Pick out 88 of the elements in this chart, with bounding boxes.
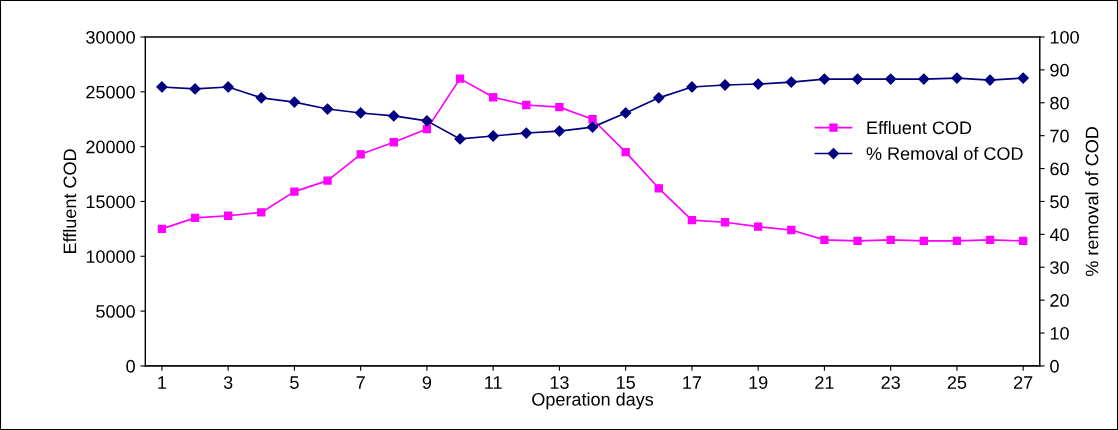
point — [487, 130, 499, 142]
point — [389, 138, 398, 147]
y2-tick-label: 50 — [1050, 195, 1069, 209]
point — [754, 222, 763, 231]
point — [356, 150, 365, 159]
y2-tick-label: 20 — [1050, 294, 1069, 307]
y2-tick-label: 70 — [1050, 129, 1069, 143]
point — [488, 93, 498, 102]
y2-axis-title: % removal of COD — [1085, 127, 1099, 277]
x-tick-label: 19 — [749, 376, 768, 389]
point — [321, 103, 334, 115]
point — [222, 81, 234, 93]
x-tick-label: 13 — [550, 376, 569, 389]
point — [455, 74, 465, 83]
y-tick-label: 30000 — [86, 30, 135, 44]
y-axis-title: Effluent COD — [63, 149, 77, 253]
point — [255, 92, 267, 104]
point — [586, 121, 599, 133]
y2-tick-label: 90 — [1050, 63, 1069, 77]
point — [654, 184, 663, 193]
point — [1019, 236, 1028, 246]
y2-tick-label: 10 — [1050, 326, 1069, 340]
point — [157, 224, 167, 234]
point — [686, 81, 698, 93]
x-tick-label: 21 — [815, 376, 834, 389]
point — [323, 176, 332, 185]
point — [787, 225, 796, 235]
y2-tick-label: 80 — [1050, 96, 1069, 110]
x-tick-label: 3 — [223, 376, 233, 389]
y2-tick-label: 60 — [1050, 162, 1069, 176]
x-tick-label: 5 — [290, 376, 299, 389]
x-tick-label: 23 — [881, 376, 900, 389]
x-tick-label: 9 — [422, 376, 432, 389]
x-tick-label: 25 — [947, 376, 967, 389]
x-tick-label: 15 — [617, 376, 635, 389]
point — [190, 213, 200, 223]
y2-tick-label: 40 — [1049, 228, 1069, 242]
x-tick-label: 7 — [356, 376, 365, 389]
point — [288, 96, 301, 108]
point — [388, 110, 400, 122]
x-axis-title: Operation days — [532, 392, 654, 410]
point — [952, 236, 962, 246]
y-tick-label: 20000 — [86, 140, 135, 154]
y2-tick-label: 100 — [1050, 30, 1079, 44]
point — [621, 147, 630, 157]
point — [553, 125, 566, 137]
point — [752, 78, 764, 90]
point — [290, 187, 299, 196]
x-tick-label: 17 — [683, 376, 702, 389]
point — [886, 235, 895, 244]
point — [522, 100, 531, 110]
y-tick-label: 10000 — [86, 250, 135, 263]
x-tick-label: 27 — [1014, 376, 1033, 389]
point — [555, 102, 564, 112]
point — [984, 74, 996, 86]
legend-label: Effluent COD — [867, 120, 972, 135]
point — [1017, 72, 1029, 84]
point — [851, 73, 864, 85]
y-tick-label: 0 — [126, 359, 135, 373]
point — [985, 235, 995, 244]
point — [520, 127, 532, 139]
point — [422, 124, 432, 134]
point — [620, 107, 632, 119]
point — [785, 76, 797, 88]
point — [355, 107, 367, 119]
point — [223, 211, 233, 220]
point — [257, 208, 266, 217]
point — [421, 115, 433, 127]
y2-tick-label: 0 — [1050, 359, 1059, 373]
y-tick-label: 25000 — [86, 85, 135, 99]
point — [687, 215, 697, 225]
point — [853, 236, 862, 246]
point — [951, 72, 963, 84]
point — [885, 73, 897, 85]
point — [720, 218, 730, 227]
x-tick-label: 11 — [485, 376, 502, 389]
point — [588, 115, 597, 124]
point — [653, 92, 665, 104]
point — [820, 235, 829, 244]
point — [156, 81, 168, 93]
y2-tick-label: 30 — [1050, 261, 1069, 274]
point — [919, 236, 928, 246]
x-tick-label: 1 — [158, 376, 167, 389]
y-tick-label: 15000 — [86, 195, 135, 209]
point — [918, 73, 930, 85]
point — [818, 73, 831, 85]
legend-label: % Removal of COD — [866, 146, 1023, 161]
y-tick-label: 5000 — [96, 305, 135, 318]
